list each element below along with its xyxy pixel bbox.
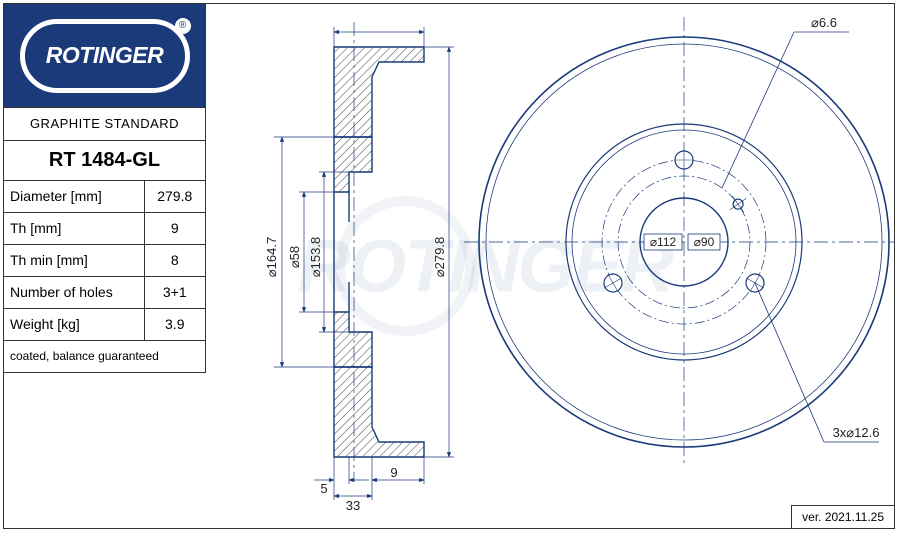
table-row: Weight [kg]3.9 <box>4 308 206 340</box>
front-view: ⌀6.6 3x⌀12.6 ⌀112 ⌀90 <box>464 15 894 467</box>
callout-d112: ⌀112 <box>650 235 677 249</box>
version-label: ver. 2021.11.25 <box>791 505 894 528</box>
dim-d153-8: ⌀153.8 <box>308 237 323 277</box>
dim-t33: 33 <box>346 498 360 512</box>
footer-note: coated, balance guaranteed <box>4 340 206 372</box>
dim-d279-8: ⌀279.8 <box>432 237 447 277</box>
technical-drawing: ⌀164.7 ⌀58 ⌀153.8 ⌀279.8 5 9 33 <box>214 12 894 512</box>
callout-holes: 3x⌀12.6 <box>833 425 880 440</box>
dim-t9: 9 <box>390 465 397 480</box>
drawing-frame: ROTINGER ® GRAPHITE STANDARD RT 1484-GL … <box>3 3 895 529</box>
table-row: Th [mm]9 <box>4 212 206 244</box>
table-row: Th min [mm]8 <box>4 244 206 276</box>
side-view: ⌀164.7 ⌀58 ⌀153.8 ⌀279.8 5 9 33 <box>264 22 454 512</box>
dim-d164-7: ⌀164.7 <box>264 237 279 277</box>
brand-name: ROTINGER <box>46 42 163 69</box>
dim-t5: 5 <box>320 481 327 496</box>
table-row: Diameter [mm]279.8 <box>4 180 206 212</box>
subtitle: GRAPHITE STANDARD <box>4 108 206 140</box>
registered-icon: ® <box>175 18 191 34</box>
dim-d58: ⌀58 <box>287 246 302 268</box>
brand-logo: ROTINGER ® <box>4 4 206 108</box>
callout-d90: ⌀90 <box>694 235 715 249</box>
spec-table: GRAPHITE STANDARD RT 1484-GL Diameter [m… <box>4 108 206 373</box>
part-number: RT 1484-GL <box>4 140 206 180</box>
callout-d6-6: ⌀6.6 <box>811 15 837 30</box>
table-row: Number of holes3+1 <box>4 276 206 308</box>
